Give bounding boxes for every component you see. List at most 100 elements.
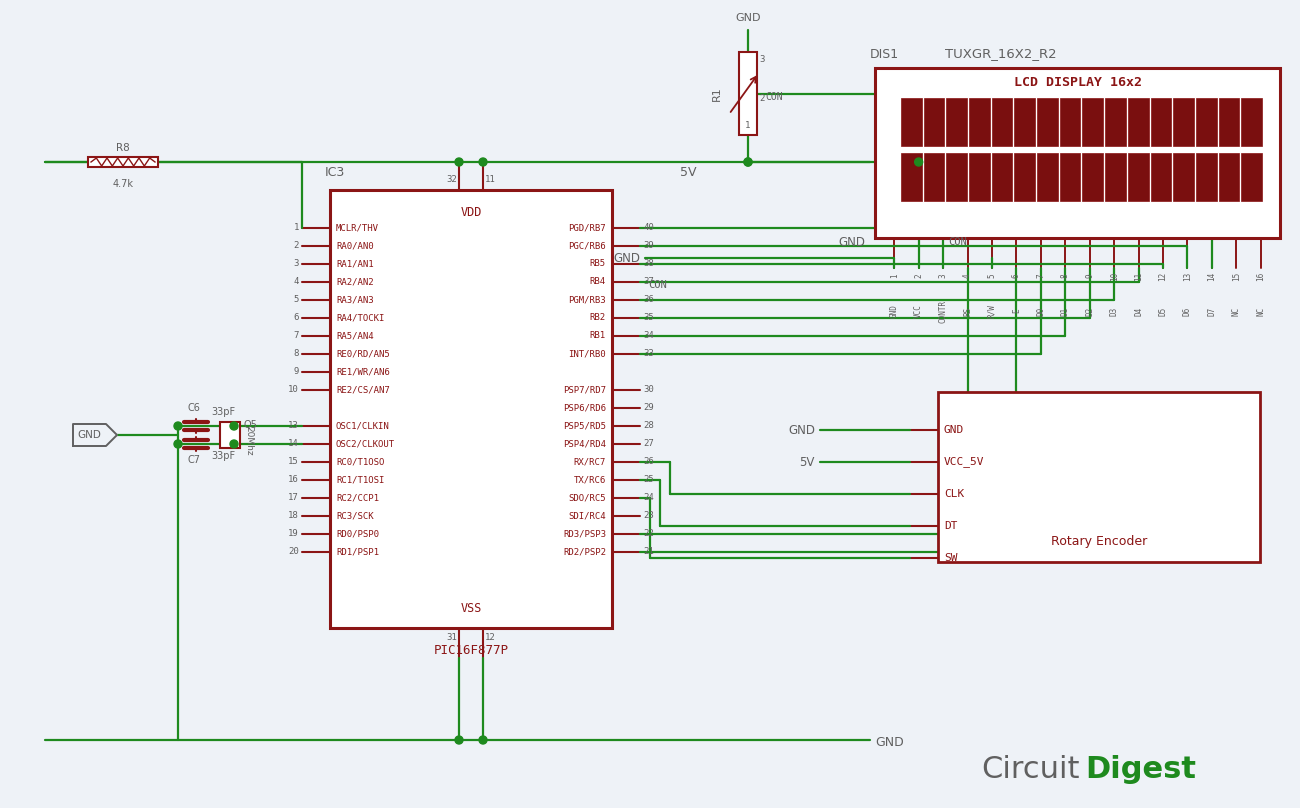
Text: RB2: RB2 xyxy=(590,314,606,322)
Bar xyxy=(1014,153,1035,201)
Text: DIS1: DIS1 xyxy=(870,48,900,61)
Text: MCLR/THV: MCLR/THV xyxy=(335,224,380,233)
Text: PSP6/RD6: PSP6/RD6 xyxy=(563,403,606,413)
Text: 20Mhz: 20Mhz xyxy=(244,426,254,456)
Text: 29: 29 xyxy=(644,403,654,413)
Circle shape xyxy=(455,736,463,744)
Bar xyxy=(1105,153,1126,201)
Text: GND: GND xyxy=(78,430,101,440)
Bar xyxy=(968,98,989,146)
Circle shape xyxy=(230,440,238,448)
Text: CON: CON xyxy=(948,237,967,247)
Bar xyxy=(1173,98,1193,146)
Text: CONTR: CONTR xyxy=(939,300,948,322)
Text: 7: 7 xyxy=(1036,274,1045,278)
Text: 34: 34 xyxy=(644,331,654,340)
Text: C6: C6 xyxy=(187,403,200,413)
Text: 16: 16 xyxy=(1256,271,1265,280)
Text: Digest: Digest xyxy=(1086,755,1196,785)
Text: DT: DT xyxy=(944,521,958,531)
Text: RC0/T1OSO: RC0/T1OSO xyxy=(335,457,385,466)
Text: E: E xyxy=(1011,309,1020,314)
Text: 17: 17 xyxy=(289,494,299,503)
Text: 5: 5 xyxy=(988,274,997,278)
Text: 30: 30 xyxy=(644,385,654,394)
Bar xyxy=(330,190,612,628)
Text: 4.7k: 4.7k xyxy=(113,179,134,189)
Bar xyxy=(1105,98,1126,146)
Text: SDO/RC5: SDO/RC5 xyxy=(568,494,606,503)
Text: PGD/RB7: PGD/RB7 xyxy=(568,224,606,233)
Text: 8: 8 xyxy=(1061,274,1070,278)
Text: 10: 10 xyxy=(289,385,299,394)
Text: GND: GND xyxy=(838,235,864,249)
Text: 4: 4 xyxy=(294,277,299,287)
Text: 18: 18 xyxy=(289,511,299,520)
Text: 20: 20 xyxy=(289,548,299,557)
Text: D7: D7 xyxy=(1208,306,1217,316)
Text: D3: D3 xyxy=(1110,306,1119,316)
Text: 1: 1 xyxy=(889,274,898,278)
Bar xyxy=(946,98,967,146)
Text: Rotary Encoder: Rotary Encoder xyxy=(1050,536,1147,549)
Bar xyxy=(1128,153,1148,201)
Circle shape xyxy=(230,422,238,430)
Text: RX/RC7: RX/RC7 xyxy=(573,457,606,466)
Text: RA2/AN2: RA2/AN2 xyxy=(335,277,373,287)
Text: 5V: 5V xyxy=(680,166,697,179)
Bar xyxy=(1083,153,1104,201)
Text: RB5: RB5 xyxy=(590,259,606,268)
Bar xyxy=(1128,98,1148,146)
Text: 36: 36 xyxy=(644,296,654,305)
Text: 15: 15 xyxy=(1232,271,1240,280)
Text: 40: 40 xyxy=(644,224,654,233)
Circle shape xyxy=(455,158,463,166)
Bar xyxy=(924,98,944,146)
Text: VSS: VSS xyxy=(460,601,482,615)
Text: RD0/PSP0: RD0/PSP0 xyxy=(335,529,380,538)
Text: D5: D5 xyxy=(1158,306,1167,316)
Text: D4: D4 xyxy=(1134,306,1143,316)
Text: 12: 12 xyxy=(1158,271,1167,280)
Text: R1: R1 xyxy=(712,86,722,101)
Text: IC3: IC3 xyxy=(325,166,346,179)
Bar xyxy=(992,98,1013,146)
Text: INT/RB0: INT/RB0 xyxy=(568,350,606,359)
Text: 35: 35 xyxy=(644,314,654,322)
Text: 12: 12 xyxy=(485,633,495,642)
Circle shape xyxy=(478,158,488,166)
Text: PSP4/RD4: PSP4/RD4 xyxy=(563,440,606,448)
Text: 9: 9 xyxy=(1086,274,1095,278)
Text: D1: D1 xyxy=(1061,306,1070,316)
Circle shape xyxy=(174,422,182,430)
Text: GND: GND xyxy=(614,251,640,264)
Text: 2: 2 xyxy=(759,94,764,103)
Text: 28: 28 xyxy=(644,422,654,431)
Text: 22: 22 xyxy=(644,529,654,538)
Text: RB4: RB4 xyxy=(590,277,606,287)
Text: C7: C7 xyxy=(187,455,200,465)
Text: 5: 5 xyxy=(294,296,299,305)
Text: 2: 2 xyxy=(914,274,923,278)
Bar xyxy=(1196,153,1217,201)
Text: PGM/RB3: PGM/RB3 xyxy=(568,296,606,305)
Circle shape xyxy=(915,158,923,166)
Bar xyxy=(1173,153,1193,201)
Text: LCD DISPLAY 16x2: LCD DISPLAY 16x2 xyxy=(1014,75,1141,89)
Text: 33pF: 33pF xyxy=(211,451,235,461)
Bar xyxy=(1150,98,1171,146)
Text: RE1/WR/AN6: RE1/WR/AN6 xyxy=(335,368,390,377)
Bar xyxy=(901,153,922,201)
Text: RE2/CS/AN7: RE2/CS/AN7 xyxy=(335,385,390,394)
Text: 9: 9 xyxy=(294,368,299,377)
Text: CON: CON xyxy=(647,280,667,290)
Circle shape xyxy=(744,158,751,166)
Circle shape xyxy=(174,440,182,448)
Text: 15: 15 xyxy=(289,457,299,466)
Text: 13: 13 xyxy=(289,422,299,431)
Text: RB1: RB1 xyxy=(590,331,606,340)
Text: 7: 7 xyxy=(294,331,299,340)
Text: PSP5/RD5: PSP5/RD5 xyxy=(563,422,606,431)
Text: 33: 33 xyxy=(644,350,654,359)
Bar xyxy=(1150,153,1171,201)
